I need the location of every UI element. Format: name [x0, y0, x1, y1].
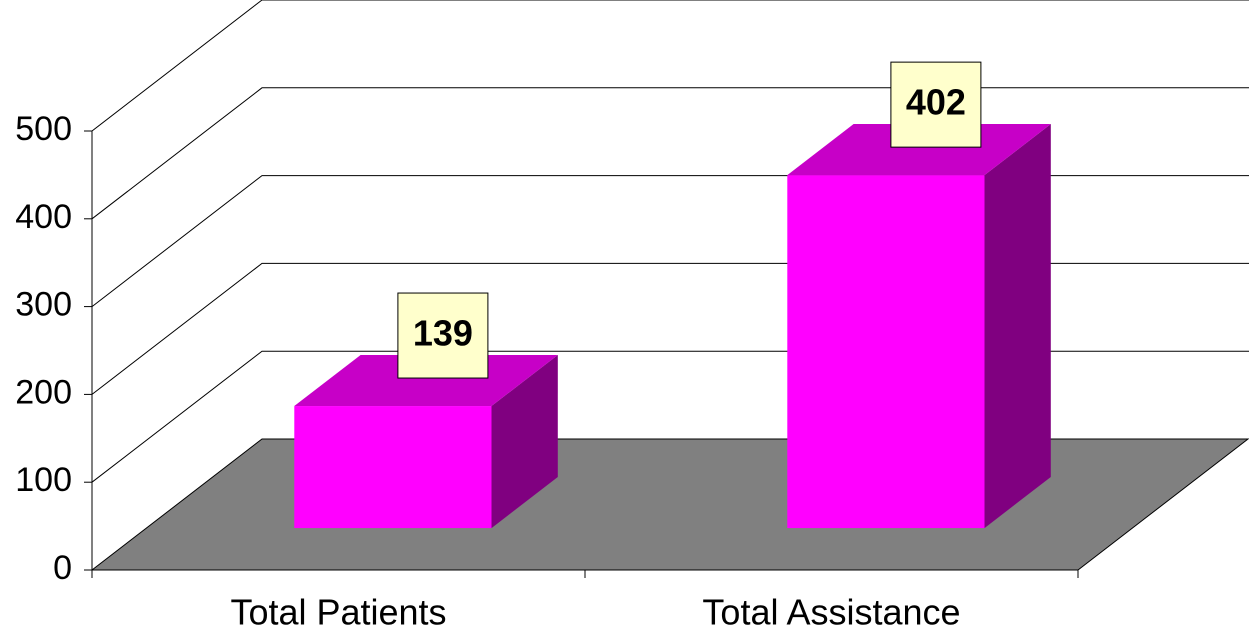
- x-tick-label: Total Assistance: [702, 592, 960, 633]
- bar-top: [294, 354, 558, 407]
- y-tick-label: 200: [15, 373, 72, 411]
- value-label-box: [890, 61, 982, 148]
- x-tick-label: Total Patients: [230, 592, 446, 633]
- bar-front: [294, 406, 492, 529]
- grid-line: [91, 87, 1249, 220]
- y-tick-label: 0: [53, 549, 72, 587]
- value-label: 139: [413, 313, 473, 354]
- grid-line: [91, 262, 1249, 395]
- y-tick-label: 400: [15, 198, 72, 236]
- bar-top: [787, 124, 1051, 176]
- value-label: 402: [906, 82, 966, 123]
- floor: [90, 438, 1249, 571]
- grid-line: [91, 0, 1249, 132]
- bar: [294, 354, 558, 529]
- bar-side: [984, 124, 1051, 529]
- value-label-box: [397, 292, 489, 379]
- bar-front: [787, 175, 985, 529]
- y-tick-label: 300: [15, 286, 72, 324]
- bar: [787, 124, 1051, 529]
- grid-line: [91, 175, 1249, 307]
- y-tick-label: 100: [15, 461, 72, 499]
- y-tick-label: 500: [15, 110, 72, 148]
- bar-side: [491, 354, 558, 529]
